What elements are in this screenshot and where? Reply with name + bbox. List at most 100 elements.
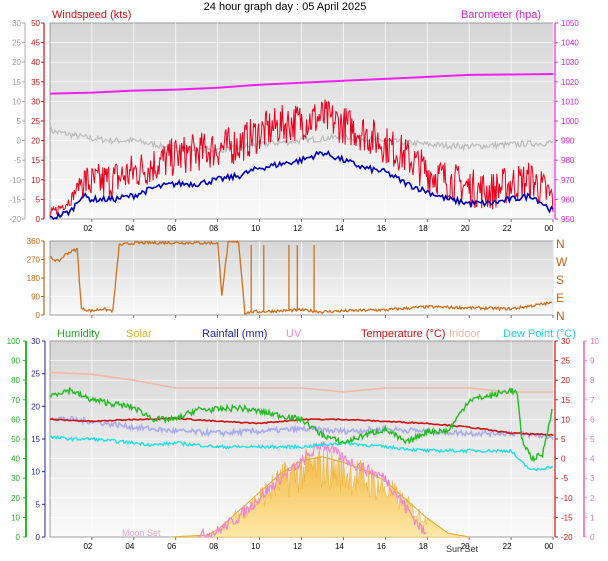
x-tick-label: 14 [335,542,344,551]
direction-tick-label: 180 [27,274,41,283]
humidity-tick-label: 90 [11,357,20,366]
heat-index-line [49,415,554,440]
barometer-tick-label: 1030 [561,58,579,67]
legend-humidity: Humidity [57,328,100,340]
weather-legend: Humidity Solar Rainfall (mm) UV Temperat… [57,328,576,340]
x-tick-label: 12 [293,542,302,551]
humidity-tick-label: 20 [11,494,20,503]
temperature-tick-label: -10 [561,494,573,503]
x-tick-label: 10 [251,542,260,551]
humidity-tick-label: 10 [11,513,20,522]
weather-panel: 02 04 06 08 10 12 14 16 18 20 22 000102030405060708… [7,328,600,554]
wind-series [49,73,554,221]
direction-tick-label: 0 [36,311,41,320]
barometer-tick-label: 970 [561,176,575,185]
x-tick-label: 08 [209,224,218,233]
legend-indoor: Indoor [449,328,481,340]
weather-series [49,371,554,539]
windspeed-tick-label: 25 [31,117,40,126]
temperature-tick-label: 0 [561,455,566,464]
uv-tick-label: 2 [590,494,595,503]
barometer-tick-label: 1020 [561,78,579,87]
x-tick-label: 16 [377,224,386,233]
temperature-tick-label: -15 [561,513,573,522]
x-tick-label: 04 [125,542,134,551]
wind-axes: 02 04 06 08 10 12 14 16 18 20 22 000510152025303540… [9,19,579,233]
compass-label-west: W [556,255,568,269]
outer-tick-label: -5 [14,156,22,165]
outer-tick-label: 15 [12,78,21,87]
uv-tick-label: 4 [590,455,595,464]
barometer-tick-label: 1040 [561,39,579,48]
windspeed-tick-label: 35 [31,78,40,87]
windspeed-axis-label: Windspeed (kts) [52,9,131,21]
humidity-tick-label: 70 [11,396,20,405]
uv-tick-label: 9 [590,357,595,366]
legend-uv: UV [286,328,302,340]
direction-series [49,239,553,316]
direction-tick-label: 270 [27,256,41,265]
temperature-tick-label: 5 [561,435,566,444]
outer-tick-label: 25 [12,39,21,48]
wind-direction-line [49,239,553,316]
humidity-tick-label: 100 [7,337,21,346]
uv-tick-label: 6 [590,415,595,424]
temperature-tick-label: 15 [561,396,570,405]
direction-tick-label: 90 [31,293,40,302]
windspeed-tick-label: 40 [31,58,40,67]
uv-tick-label: 8 [590,376,595,385]
windspeed-tick-label: 15 [31,156,40,165]
outer-tick-label: 20 [12,58,21,67]
uv-tick-label: 10 [590,337,599,346]
wind-gridlines [50,23,554,222]
x-tick-label: 16 [377,542,386,551]
legend-rainfall: Rainfall (mm) [202,328,267,340]
legend-dewpoint: Dew Point (°C) [503,328,576,340]
pressure-trace-line [49,126,554,155]
direction-panel: 0 90 180 270 360 N W S E N [27,237,568,323]
compass-label-north-top: N [556,237,565,251]
direction-gridlines [50,241,554,318]
humidity-tick-label: 30 [11,474,20,483]
barometer-line [49,73,554,95]
barometer-tick-label: 1000 [561,117,579,126]
x-tick-label: 20 [461,542,470,551]
humidity-tick-label: 40 [11,455,20,464]
x-tick-label: 10 [251,224,260,233]
outer-tick-label: -10 [9,176,21,185]
weather-axes: 02 04 06 08 10 12 14 16 18 20 22 000102030405060708… [7,337,600,551]
wind-average-line [49,149,554,221]
x-tick-label: 04 [125,224,134,233]
uv-tick-label: 5 [590,435,595,444]
temperature-tick-label: 10 [561,415,570,424]
windspeed-tick-label: 45 [31,39,40,48]
outer-tick-label: 10 [12,97,21,106]
legend-temperature: Temperature (°C) [361,328,445,340]
x-tick-label: 14 [335,224,344,233]
barometer-axis-label: Barometer (hpa) [461,9,541,21]
temperature-tick-label: 25 [561,357,570,366]
rainfall-tick-label: 10 [31,468,40,477]
barometer-tick-label: 990 [561,137,575,146]
x-tick-label: 20 [461,224,470,233]
uv-line [196,441,427,539]
x-tick-label: 18 [419,542,428,551]
windspeed-tick-label: 50 [31,19,40,28]
rainfall-tick-label: 30 [31,337,40,346]
outer-tick-label: -15 [9,195,21,204]
x-tick-label: 08 [209,542,218,551]
dewpoint-line [49,434,553,471]
barometer-tick-label: 950 [561,215,575,224]
x-tick-label: 06 [167,224,176,233]
x-tick-label: 06 [167,542,176,551]
barometer-tick-label: 980 [561,156,575,165]
outer-tick-label: 0 [17,137,22,146]
windspeed-tick-label: 20 [31,137,40,146]
temperature-tick-label: 20 [561,376,570,385]
compass-labels: N W S E N [556,237,568,323]
chart-title: 24 hour graph day : 05 April 2025 [204,1,367,13]
windspeed-line [49,99,554,217]
barometer-tick-label: 1050 [561,19,579,28]
humidity-tick-label: 80 [11,376,20,385]
